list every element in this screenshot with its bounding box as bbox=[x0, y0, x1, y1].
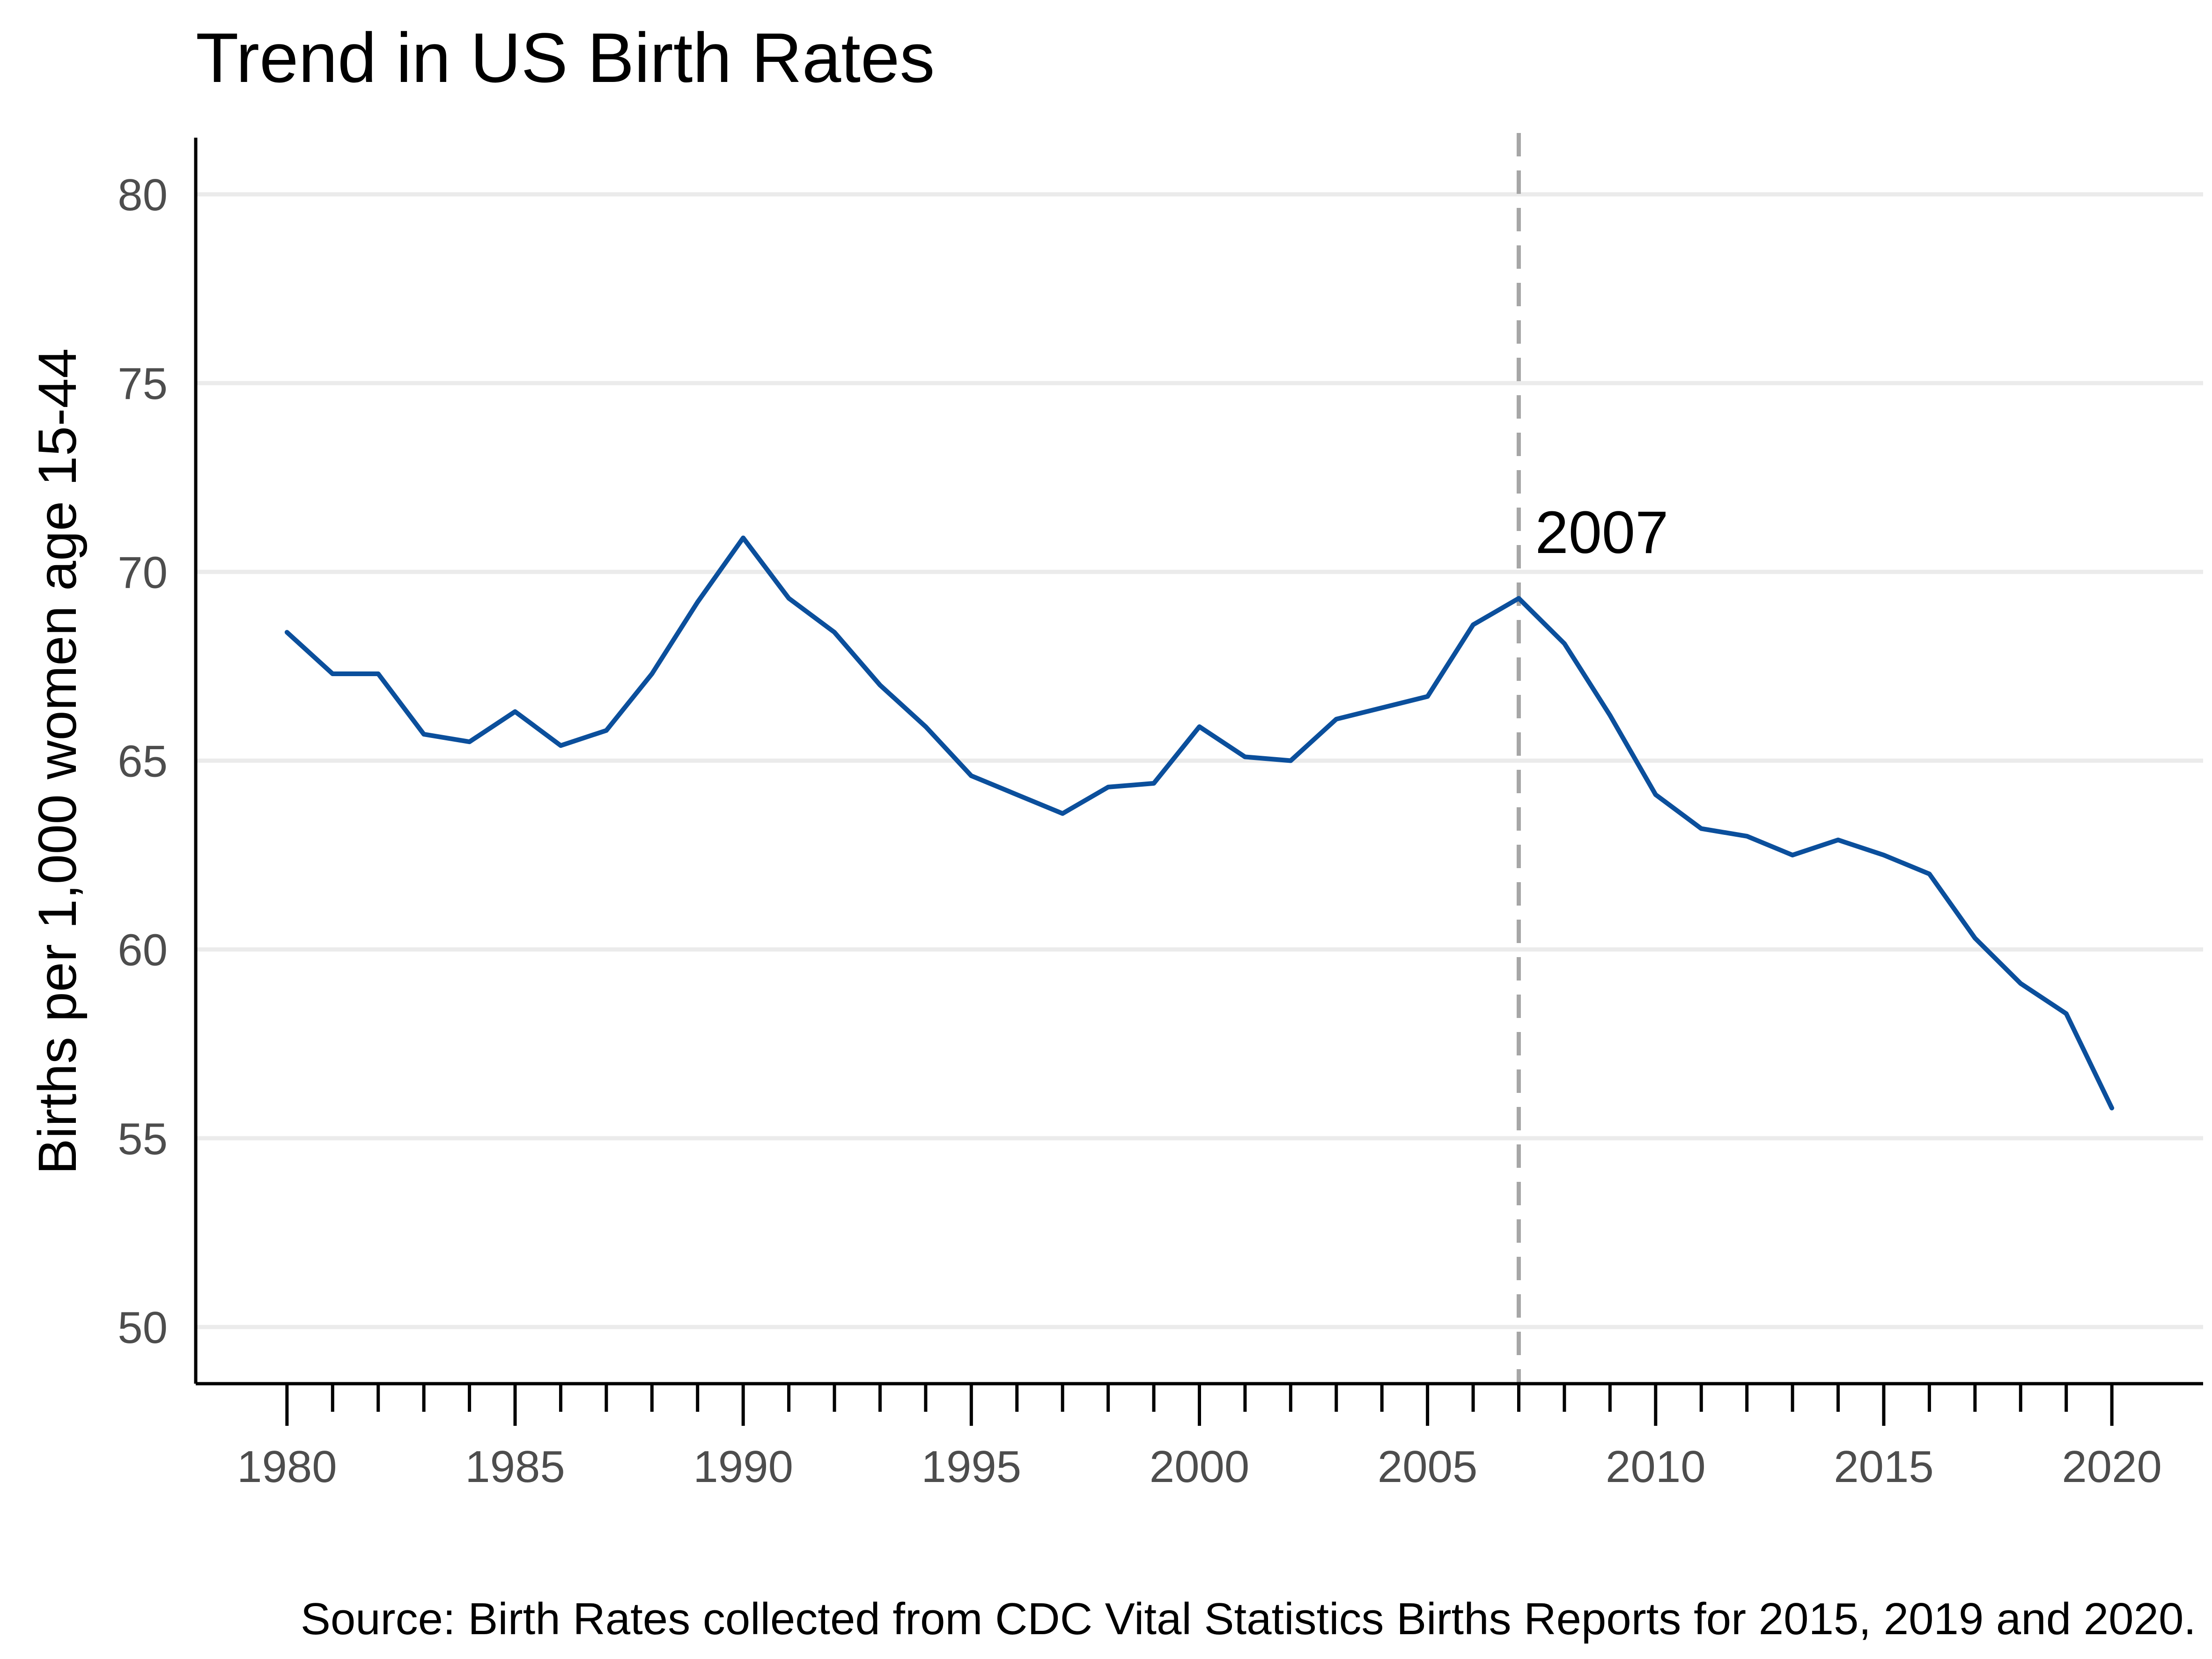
series-line bbox=[284, 535, 2115, 1111]
x-tick-label: 1995 bbox=[922, 1442, 1022, 1492]
y-tick-label: 75 bbox=[118, 359, 168, 409]
x-tick-label: 2020 bbox=[2062, 1442, 2162, 1492]
annotations: 2007 bbox=[1535, 499, 1669, 566]
x-tick-label: 1985 bbox=[465, 1442, 565, 1492]
y-tick-label: 80 bbox=[118, 170, 168, 220]
x-tick-label: 2010 bbox=[1606, 1442, 1706, 1492]
chart-caption: Source: Birth Rates collected from CDC V… bbox=[301, 1594, 2196, 1644]
x-tick-label: 2005 bbox=[1378, 1442, 1478, 1492]
x-tick-label: 2000 bbox=[1150, 1442, 1250, 1492]
gridlines bbox=[196, 192, 2203, 1329]
y-tick-label: 60 bbox=[118, 925, 168, 975]
series-group bbox=[284, 535, 2115, 1111]
y-axis-ticks: 50 55 60 65 70 75 80 bbox=[118, 170, 168, 1353]
x-tick-label: 1980 bbox=[237, 1442, 337, 1492]
y-axis-title: Births per 1,000 women age 15-44 bbox=[28, 348, 88, 1174]
x-tick-label: 2015 bbox=[1834, 1442, 1934, 1492]
y-tick-label: 70 bbox=[118, 547, 168, 597]
y-tick-label: 55 bbox=[118, 1114, 168, 1164]
y-tick-label: 65 bbox=[118, 737, 168, 787]
x-axis-ticks: 1980 1985 1990 1995 2000 2005 2010 2015 2020 bbox=[237, 1384, 2162, 1492]
y-tick-label: 50 bbox=[118, 1303, 168, 1353]
x-tick-label: 1990 bbox=[693, 1442, 793, 1492]
annotation-label: 2007 bbox=[1535, 499, 1669, 566]
chart-title: Trend in US Birth Rates bbox=[196, 18, 935, 97]
